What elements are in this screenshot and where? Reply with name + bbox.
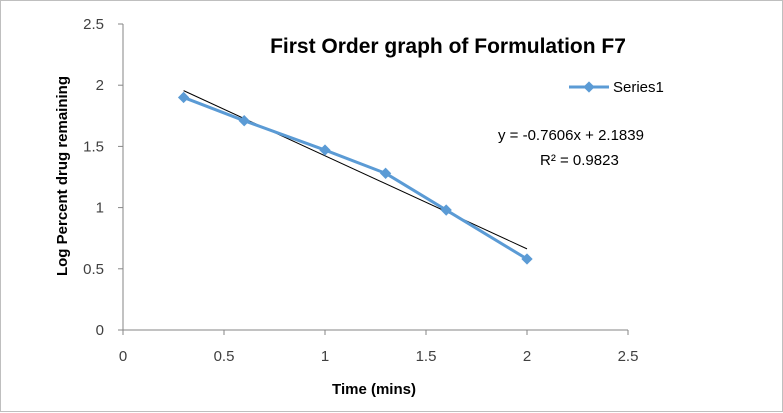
legend-series1-marker [583,81,595,93]
legend-series1-label: Series1 [613,79,664,96]
x-tick-label: 1 [321,348,329,365]
chart-title: First Order graph of Formulation F7 [270,35,626,58]
x-tick-label: 2 [523,348,531,365]
x-tick-label: 0.5 [214,348,235,365]
x-tick-label: 1.5 [416,348,437,365]
x-axis: 0 0.5 1 1.5 2 2.5 [119,329,639,365]
y-axis-title: Log Percent drug remaining [54,76,71,276]
y-tick-label: 0 [96,322,104,339]
y-tick-label: 1 [96,200,104,217]
trendline-r2: R² = 0.9823 [540,152,619,169]
x-tick-label: 2.5 [618,348,639,365]
series-line [183,96,528,261]
trendline-equation: y = -0.7606x + 2.1839 [498,127,644,144]
x-axis-title: Time (mins) [332,381,416,398]
y-tick-label: 0.5 [83,261,104,278]
plot-area [177,90,533,265]
legend: Series1 [569,79,664,96]
y-tick-label: 1.5 [83,138,104,155]
y-tick-label: 2 [96,77,104,94]
trendline [183,90,528,250]
y-axis: 0 0.5 1 1.5 2 2.5 [83,16,124,339]
x-tick-label: 0 [119,348,127,365]
y-tick-label: 2.5 [83,16,104,33]
data-point [177,91,190,104]
